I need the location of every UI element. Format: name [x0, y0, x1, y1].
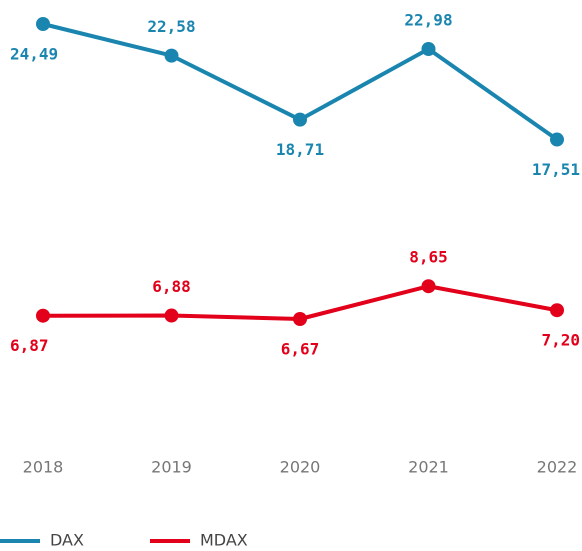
data-label: 24,49: [10, 45, 58, 64]
data-label: 6,67: [281, 340, 320, 359]
x-tick-label: 2022: [537, 458, 578, 477]
x-tick-label: 2018: [23, 458, 64, 477]
x-tick-label: 2020: [280, 458, 321, 477]
data-label: 18,71: [276, 140, 324, 159]
point: [421, 279, 436, 294]
point: [550, 132, 564, 147]
data-label: 17,51: [532, 160, 580, 179]
legend-label: DAX: [50, 531, 84, 550]
data-label: 6,87: [10, 336, 49, 355]
data-label: 22,58: [147, 17, 195, 36]
point: [293, 312, 307, 326]
x-tick-label: 2021: [408, 458, 449, 477]
data-label: 7,20: [541, 331, 580, 350]
point: [36, 308, 50, 323]
data-label: 8,65: [409, 248, 448, 267]
point: [550, 303, 564, 318]
data-label: 22,98: [404, 10, 452, 29]
point: [164, 308, 179, 323]
point: [293, 112, 307, 127]
point: [36, 17, 50, 31]
x-tick-label: 2019: [151, 458, 192, 477]
point: [421, 41, 436, 56]
point: [164, 48, 179, 63]
data-label: 6,88: [152, 277, 191, 296]
legend-label: MDAX: [200, 531, 248, 550]
